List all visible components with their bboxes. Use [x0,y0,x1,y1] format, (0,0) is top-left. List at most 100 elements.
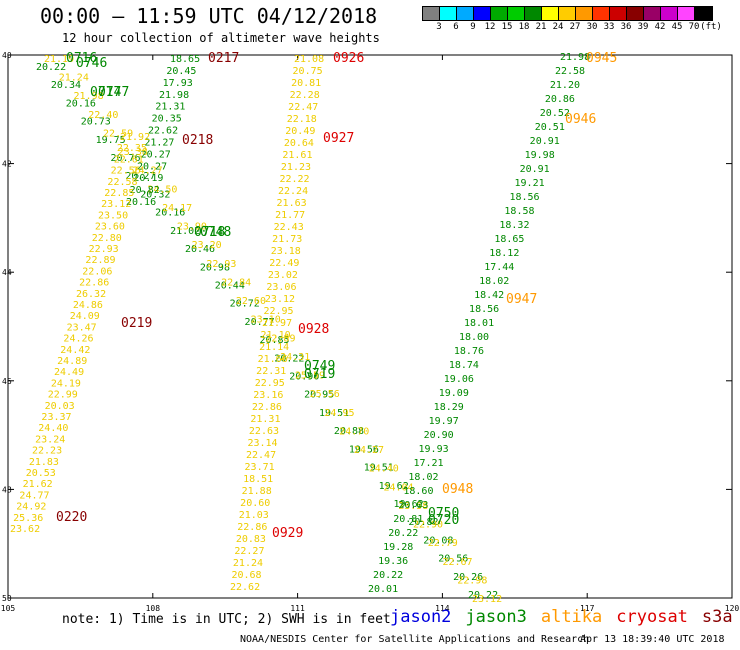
swh-value: 20.03 [45,401,75,412]
swh-value: 21.10 [261,330,291,341]
swh-value: 20.26 [453,572,483,583]
swh-value: 23.47 [67,322,97,333]
swh-value: 22.58 [107,177,137,188]
swh-value: 20.19 [133,173,163,184]
swh-value: 18.60 [403,486,433,497]
swh-value: 19.56 [349,444,379,455]
swh-value: 20.64 [284,138,314,149]
swh-value: 24.40 [38,423,68,434]
x-tick-label: 117 [580,604,595,613]
swh-value: 24.70 [339,426,369,437]
swh-value: 21.03 [239,510,269,521]
swh-value: 21.88 [242,486,272,497]
swh-value: 20.77 [245,317,275,328]
swh-value: 20.22 [388,528,418,539]
swh-value: 21.24 [59,73,89,84]
x-tick-label: 114 [435,604,450,613]
swh-value: 19.98 [525,150,555,161]
swh-value: 23.62 [10,524,40,535]
swh-value: 20.83 [236,534,266,545]
swh-value: 19.75 [96,135,126,146]
pass-id-0746: 0746 [76,56,107,71]
colorbar-swatch [508,7,525,20]
y-tick-label: 50 [2,594,12,603]
note-text: note: 1) Time is in UTC; 2) SWH is in fe… [62,612,391,627]
swh-value: 22.86 [237,522,267,533]
pass-id-0716: 0716 [66,51,97,66]
swh-value: 22.89 [85,255,115,266]
swh-value: 23.58 [398,501,428,512]
y-tick-label: 42 [2,160,12,169]
swh-value: 24.09 [70,311,100,322]
pass-id-0945: 0945 [586,51,617,66]
swh-value: 19.21 [515,178,545,189]
swh-value: 21.31 [250,414,280,425]
swh-value: 21.61 [282,150,312,161]
pass-id-0928: 0928 [298,322,329,337]
swh-value: 22.95 [255,378,285,389]
pass-id-0750: 0750 [428,506,459,521]
swh-value: 22.95 [263,306,293,317]
pass-id-0947: 0947 [506,292,537,307]
swh-value: 22.90 [413,520,443,531]
swh-value: 18.56 [509,192,539,203]
swh-value: 21.14 [259,342,289,353]
swh-value: 21.02 [170,226,200,237]
wave-height-colorbar [422,6,713,21]
legend-item-altika: altika [540,607,603,627]
colorbar-label: 70 [688,22,700,32]
swh-value: 18.58 [504,206,534,217]
swh-value: 20.60 [240,498,270,509]
colorbar-swatch [525,7,542,20]
colorbar-label: 18 [518,22,530,32]
swh-value: 22.59 [103,128,133,139]
swh-value: 20.27 [125,171,155,182]
swh-value: 25.36 [13,513,43,524]
pass-id-0926: 0926 [333,51,364,66]
swh-value: 18.12 [489,248,519,259]
swh-value: 20.22 [274,353,304,364]
swh-value: 24.27 [133,166,163,177]
swh-value: 22.35 [117,143,147,154]
swh-value: 22.80 [92,233,122,244]
swh-value: 17.44 [484,262,514,273]
swh-value: 22.93 [206,259,236,270]
swh-value: 19.62 [379,481,409,492]
swh-value: 21.66 [258,354,288,365]
swh-value: 18.51 [243,474,273,485]
colorbar-label: 9 [470,22,476,32]
swh-value: 20.22 [36,62,66,73]
swh-value: 18.00 [459,332,489,343]
swh-value: 23.18 [271,246,301,257]
x-tick-label: 120 [725,604,740,613]
swh-value: 24.95 [324,408,354,419]
swh-value: 22.49 [269,258,299,269]
swh-value: 20.03 [398,500,428,511]
pass-id-0747: 0747 [98,85,129,100]
swh-value: 19.06 [444,374,474,385]
swh-value: 18.29 [434,402,464,413]
legend-item-cryosat: cryosat [616,607,688,627]
swh-value: 20.44 [215,280,245,291]
swh-value: 20.68 [231,570,261,581]
swh-value: 20.72 [230,299,260,310]
swh-value: 18.76 [454,346,484,357]
swh-value: 21.98 [159,90,189,101]
swh-value: 18.42 [474,290,504,301]
swh-value: 21.98 [560,52,590,63]
swh-value: 22.60 [236,296,266,307]
y-tick-label: 48 [2,485,12,494]
swh-value: 17.93 [163,78,193,89]
swh-value: 23.10 [251,315,281,326]
swh-value: 19.51 [364,463,394,474]
swh-value: 20.90 [424,430,454,441]
swh-value: 21.08 [294,54,324,65]
colorbar-swatch [423,7,440,20]
colorbar-swatch [661,7,678,20]
swh-value: 20.53 [26,468,56,479]
swh-value: 18.02 [408,472,438,483]
pass-id-0219: 0219 [121,316,152,331]
swh-value: 20.98 [200,262,230,273]
colorbar-swatch [627,7,644,20]
swh-value: 22.99 [48,390,78,401]
